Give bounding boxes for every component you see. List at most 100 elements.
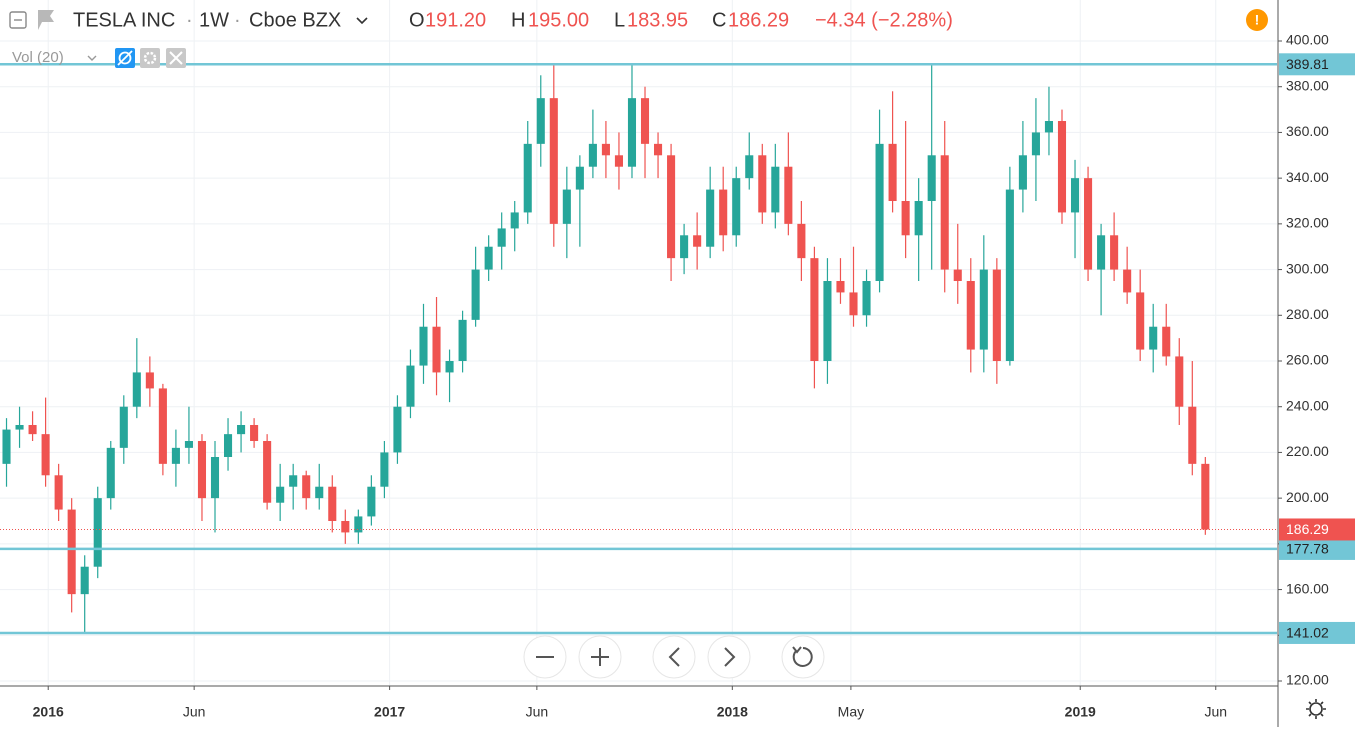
- scroll-right-button[interactable]: [707, 635, 751, 679]
- y-tick-label: 120.00: [1286, 672, 1329, 688]
- gear-icon: [143, 51, 157, 65]
- plot: [0, 63, 1277, 635]
- y-tick-label: 260.00: [1286, 352, 1329, 368]
- candle-body: [914, 201, 923, 236]
- collapse-icon[interactable]: [9, 11, 27, 29]
- candle-body: [93, 498, 102, 567]
- y-tick-label: 400.00: [1286, 32, 1329, 48]
- candle-body: [875, 143, 884, 282]
- settings-button[interactable]: [140, 48, 160, 68]
- remove-icon: [169, 51, 183, 65]
- scroll-left-button[interactable]: [652, 635, 696, 679]
- candle-body: [354, 516, 363, 533]
- candle-body: [471, 269, 480, 320]
- candle-body: [758, 155, 767, 213]
- candle-body: [966, 281, 975, 350]
- candle-body: [862, 281, 871, 316]
- level-label: 177.78: [1286, 541, 1329, 557]
- level-label-box: [1279, 621, 1355, 644]
- indicator-name: Vol (20): [12, 49, 64, 66]
- candle-body: [992, 269, 1001, 361]
- indicator-dropdown[interactable]: [87, 55, 97, 61]
- high-value: 195.00: [528, 9, 589, 31]
- dropdown-icon[interactable]: [356, 17, 368, 25]
- alert-icon[interactable]: [1246, 9, 1268, 31]
- axes: 120.00140.00160.00180.00200.00220.00240.…: [33, 32, 1355, 720]
- candle-body: [1005, 189, 1014, 361]
- y-tick-label: 280.00: [1286, 306, 1329, 322]
- candle-body: [145, 372, 154, 389]
- candle-body: [2, 429, 11, 464]
- candle-body: [771, 166, 780, 213]
- candle-body: [1110, 235, 1119, 270]
- candle-body: [732, 178, 741, 236]
- x-tick-label: Jun: [526, 704, 549, 720]
- candle-body: [706, 189, 715, 247]
- candle-body: [614, 155, 623, 167]
- candle-body: [237, 424, 246, 435]
- candle-body: [823, 281, 832, 361]
- candle-body: [523, 143, 532, 213]
- y-tick-label: 340.00: [1286, 169, 1329, 185]
- candle-body: [328, 486, 337, 521]
- candle-body: [54, 475, 63, 510]
- candle-body: [1201, 463, 1210, 530]
- x-tick-label: Jun: [1204, 704, 1227, 720]
- candle-body: [797, 223, 806, 259]
- y-tick-label: 360.00: [1286, 123, 1329, 139]
- last-price-label: 186.29: [1286, 521, 1329, 537]
- level-label-box: [1279, 53, 1355, 76]
- candle-body: [223, 434, 233, 457]
- candle-body: [940, 155, 949, 270]
- settings-icon[interactable]: [1309, 702, 1323, 716]
- candle-body: [276, 486, 285, 503]
- zoom-in-icon: [591, 648, 609, 666]
- y-tick-label: 200.00: [1286, 489, 1329, 505]
- candle-body: [67, 509, 76, 595]
- candle-body: [210, 456, 220, 499]
- header: TESLA INC · 1W · Cboe BZX O 191.20 H 195…: [73, 9, 953, 31]
- hide-icon: [118, 51, 132, 65]
- reset-button[interactable]: [781, 635, 825, 679]
- open-key: O: [409, 9, 425, 31]
- candle-body: [693, 235, 702, 247]
- navigation: [523, 635, 825, 679]
- high-key: H: [511, 9, 525, 31]
- candle-body: [745, 155, 754, 179]
- candle-body: [302, 475, 311, 499]
- x-tick-label: 2017: [374, 704, 405, 720]
- candle-body: [1018, 155, 1027, 190]
- candle-body: [341, 520, 350, 533]
- separator: ·: [234, 9, 241, 31]
- y-tick-label: 380.00: [1286, 77, 1329, 93]
- candle-body: [784, 166, 793, 224]
- candle-body: [927, 155, 936, 202]
- x-tick-label: May: [838, 704, 864, 720]
- y-tick-label: 240.00: [1286, 397, 1329, 413]
- close-key: C: [712, 9, 726, 31]
- candle-body: [315, 486, 324, 499]
- candle-body: [406, 365, 415, 407]
- candle-body: [380, 452, 389, 487]
- candle-body: [80, 566, 89, 595]
- candle-body: [419, 326, 428, 366]
- low-key: L: [614, 9, 625, 31]
- candle-body: [1097, 235, 1106, 270]
- flag-icon[interactable]: [38, 10, 54, 30]
- y-tick-label: 160.00: [1286, 580, 1329, 596]
- candle-body: [1070, 178, 1080, 213]
- candle-body: [497, 228, 506, 247]
- candle-body: [1044, 121, 1054, 133]
- candle-body: [1162, 326, 1171, 357]
- candle-body: [106, 447, 115, 499]
- candle-body: [484, 246, 493, 270]
- candle-body: [1031, 132, 1040, 156]
- candle-body: [901, 201, 910, 236]
- last-price-box: [1279, 518, 1355, 541]
- candle-body: [1057, 121, 1067, 213]
- hide-icon-slash: [117, 50, 133, 66]
- y-tick-label: 220.00: [1286, 443, 1329, 459]
- reset-icon-arrow: [792, 646, 802, 654]
